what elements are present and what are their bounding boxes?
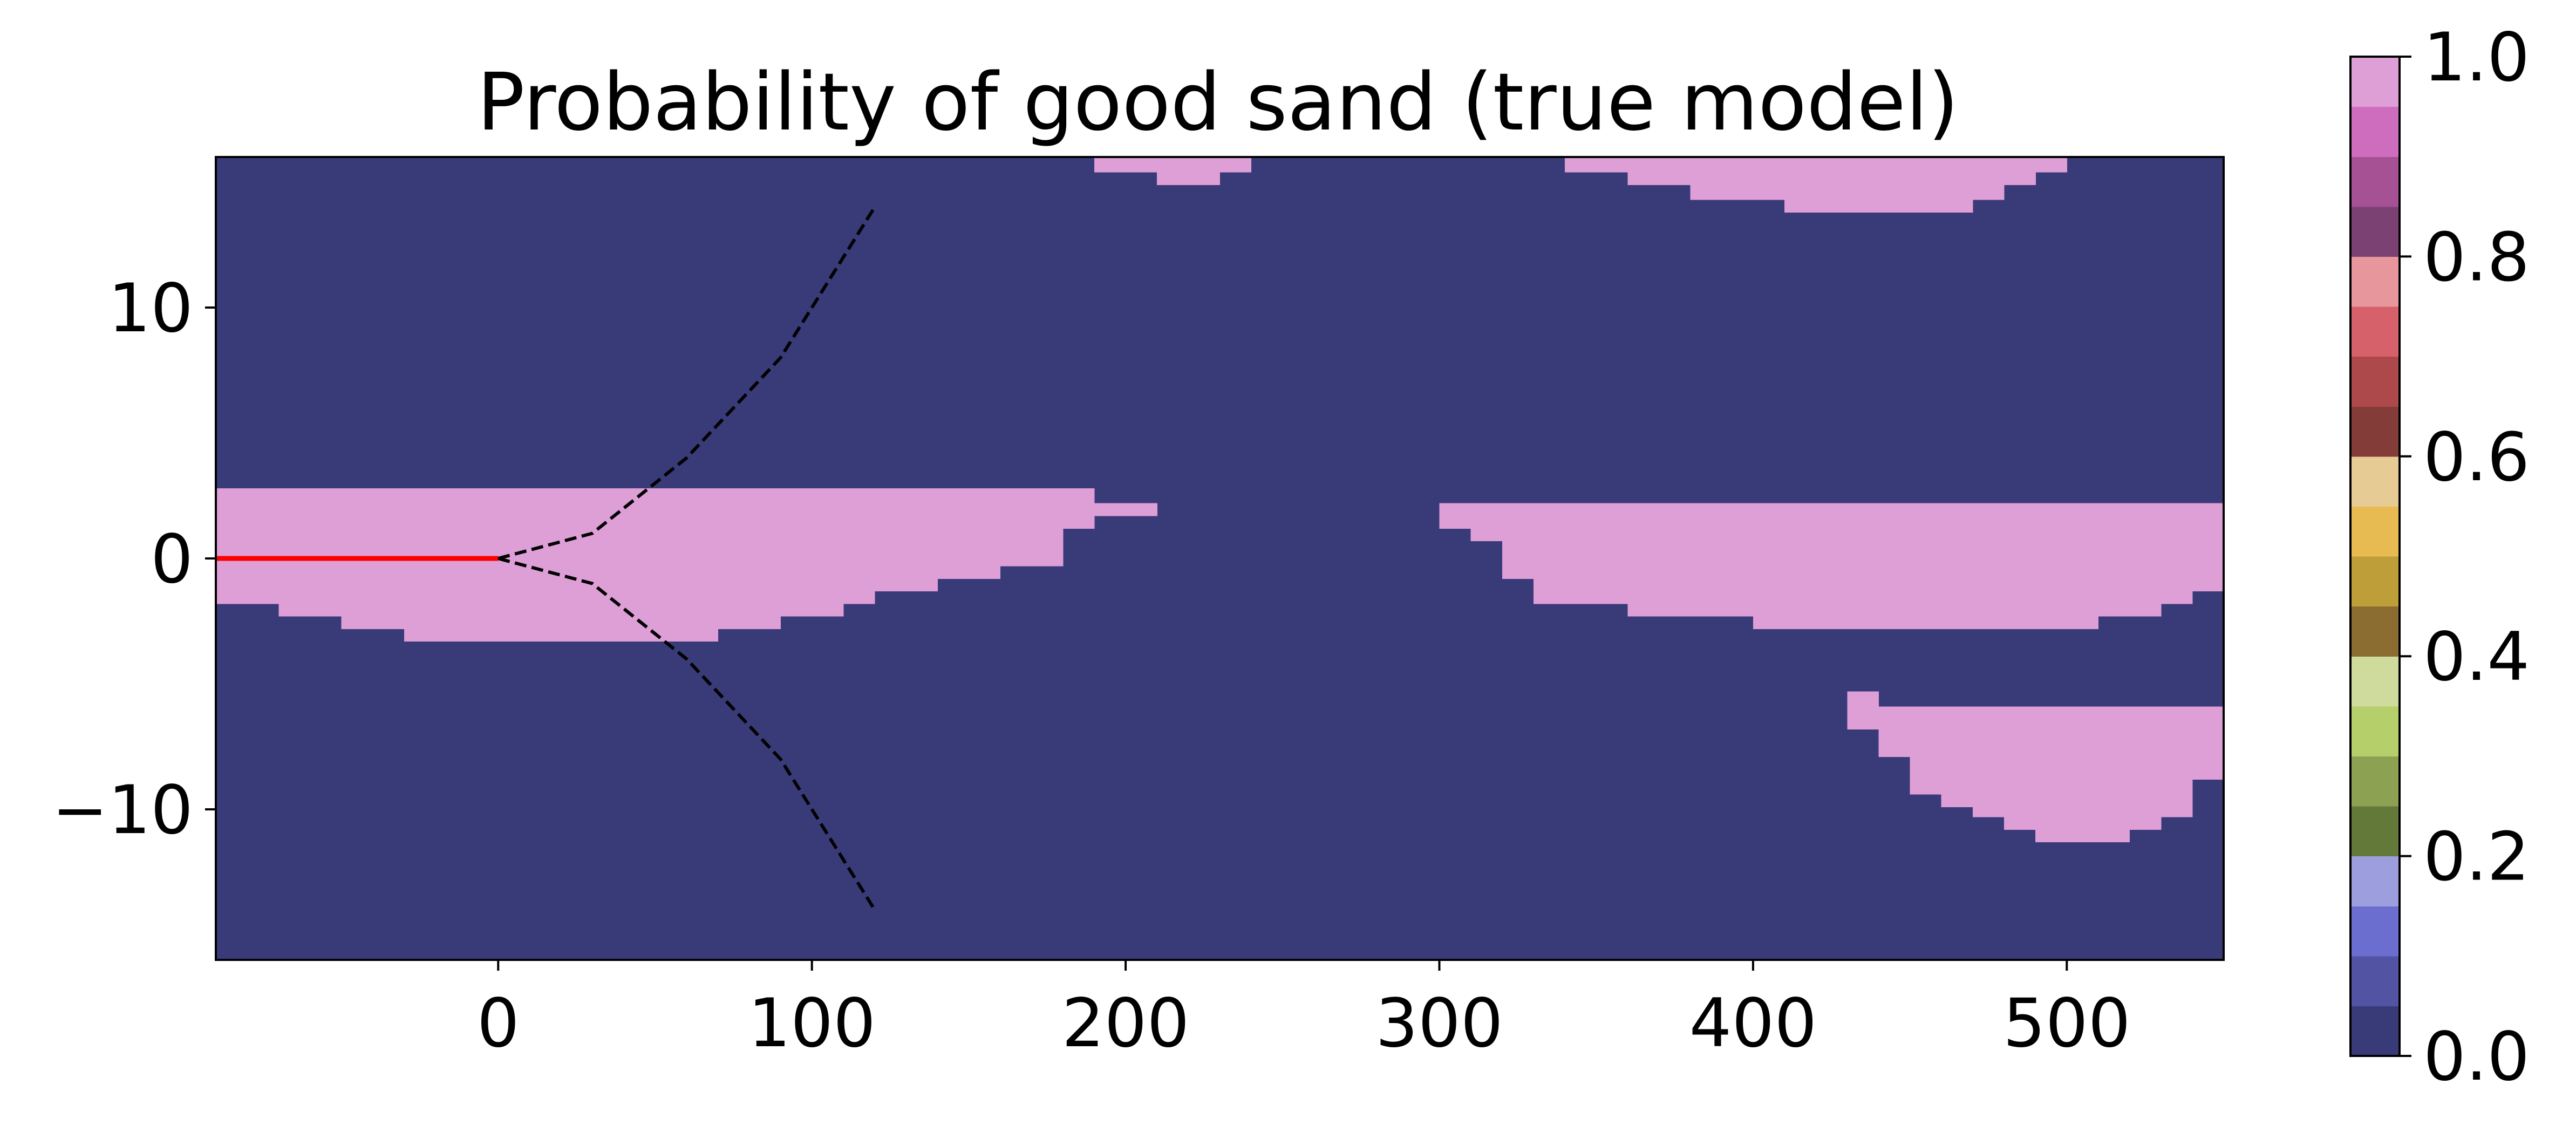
colorbar-swatch <box>2350 806 2400 857</box>
right-sand-body-cell <box>1470 503 1503 542</box>
right-sand-body-cell <box>1502 503 1534 579</box>
top-sand-small-cell <box>1157 157 1221 185</box>
colorbar-tick-label: 0.0 <box>2423 1018 2530 1096</box>
x-tick-label: 300 <box>1375 985 1503 1062</box>
colorbar-swatch <box>2350 106 2400 157</box>
colorbar-tick-label: 1.0 <box>2423 19 2530 97</box>
left-sand-body-cell <box>937 488 1001 579</box>
right-sand-body-cell <box>2192 503 2224 592</box>
left-sand-body-cell <box>718 488 781 629</box>
chart-title: Probability of good sand (true model) <box>477 56 1959 148</box>
colorbar-swatch <box>2350 906 2400 957</box>
x-tick-label: 200 <box>1062 985 1190 1062</box>
left-sand-body-cell <box>874 488 938 592</box>
top-sand-large-cell <box>1972 157 2005 200</box>
colorbar: 0.0 0.2 0.4 0.6 0.8 1.0 <box>2349 19 2530 1096</box>
left-sand-body-cell <box>404 488 718 642</box>
colorbar-swatch <box>2350 856 2400 906</box>
x-tick-label: 400 <box>1689 985 1817 1062</box>
right-sand-body-cell <box>1439 503 1471 529</box>
colorbar-swatch <box>2350 456 2400 507</box>
colorbar-swatch <box>2350 556 2400 607</box>
top-sand-large-cell <box>2035 157 2067 173</box>
right-sand-body-cell <box>1753 503 2099 629</box>
left-sand-body-cell <box>1062 488 1095 529</box>
left-sand-body-cell <box>843 488 875 604</box>
lower-right-sand-body-cell <box>1878 706 1911 757</box>
colorbar-swatch <box>2350 606 2400 657</box>
colorbar-swatch <box>2350 656 2400 707</box>
left-sand-body-cell <box>1094 503 1157 516</box>
top-sand-large-cell <box>1690 157 1785 200</box>
lower-right-sand-body-cell <box>2035 706 2130 843</box>
lower-right-sand-body-cell <box>1972 706 2005 817</box>
x-tick-label: 100 <box>748 985 876 1062</box>
colorbar-swatch <box>2350 156 2400 207</box>
lower-right-sand-body-cell <box>2004 706 2036 830</box>
colorbar-swatch <box>2350 756 2400 807</box>
top-sand-large-cell <box>1784 157 1973 213</box>
top-sand-large-cell <box>2004 157 2036 185</box>
colorbar-swatch <box>2350 306 2400 357</box>
y-tick-label: 10 <box>108 270 193 347</box>
top-sand-small-cell <box>1094 157 1157 173</box>
lower-right-sand-body-cell <box>1847 691 1879 729</box>
colorbar-frame <box>2349 56 2401 1057</box>
colorbar-tick-label: 0.2 <box>2423 819 2530 896</box>
colorbar-swatch <box>2350 506 2400 557</box>
lower-right-sand-body-cell <box>2161 706 2193 817</box>
lower-right-sand-body-cell <box>2192 706 2224 780</box>
x-tick-label: 0 <box>477 985 520 1062</box>
x-tick-label: 500 <box>2003 985 2131 1062</box>
y-tick-label: 0 <box>151 521 193 598</box>
colorbar-swatch <box>2350 406 2400 457</box>
left-sand-body-cell <box>278 488 342 617</box>
colorbar-tick-label: 0.4 <box>2423 618 2530 696</box>
colorbar-swatch <box>2350 256 2400 307</box>
right-sand-body-cell <box>2098 503 2162 617</box>
colorbar-swatch <box>2350 1006 2400 1056</box>
colorbar-swatch <box>2350 706 2400 756</box>
lower-right-sand-body-cell <box>1941 706 1973 807</box>
top-sand-small-cell <box>1219 157 1252 173</box>
colorbar-swatch <box>2350 206 2400 257</box>
dashed-line-2 <box>498 557 876 911</box>
colorbar-swatch <box>2350 956 2400 1006</box>
colorbar-tick-label: 0.8 <box>2423 219 2530 296</box>
left-sand-body-cell <box>780 488 844 617</box>
dashed-line-1 <box>498 206 876 560</box>
right-sand-body-cell <box>1533 503 1565 604</box>
lower-right-sand-body-cell <box>2129 706 2162 830</box>
right-sand-body-cell <box>1627 503 1754 617</box>
top-sand-large-cell <box>1565 157 1628 173</box>
top-sand-large-cell <box>1627 157 1691 185</box>
left-sand-body-cell <box>216 488 279 604</box>
y-tick-label: −10 <box>52 772 193 849</box>
left-sand-body-cell <box>1000 488 1064 567</box>
lower-right-sand-body-cell <box>1910 706 1942 795</box>
right-sand-body-cell <box>2161 503 2193 604</box>
right-sand-body-cell <box>1565 503 1628 604</box>
colorbar-swatch <box>2350 356 2400 407</box>
colorbar-tick-label: 0.6 <box>2423 419 2530 496</box>
colorbar-swatch <box>2350 57 2400 107</box>
